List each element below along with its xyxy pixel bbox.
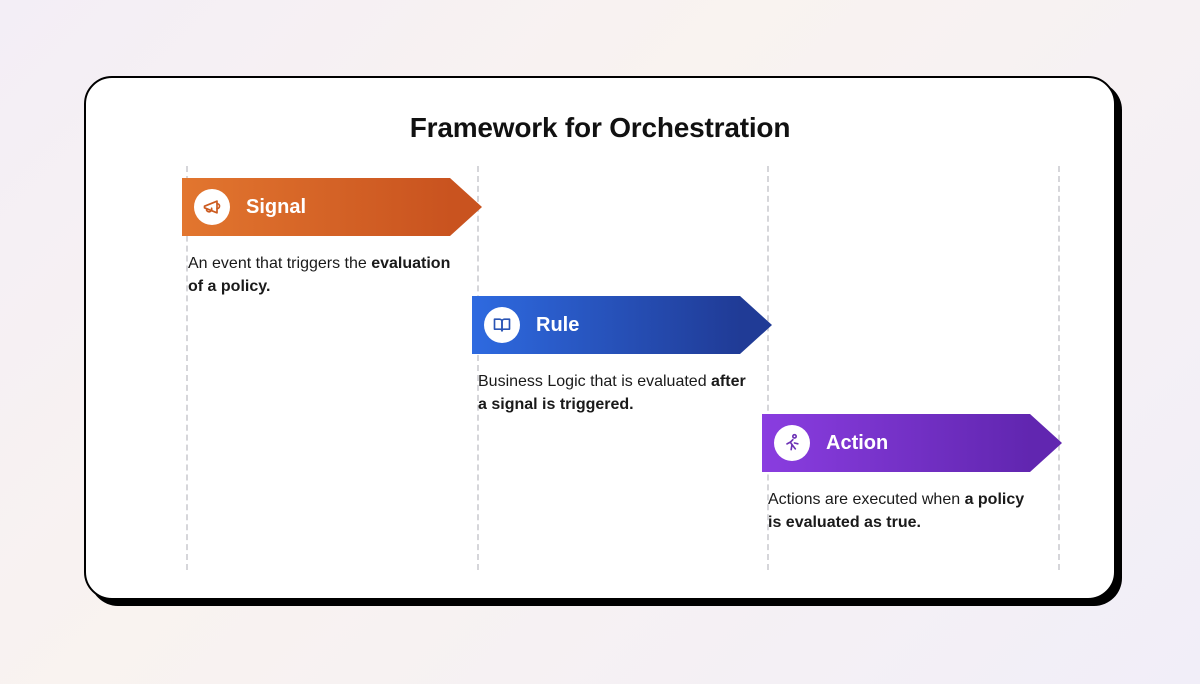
arrow-body-action: Action: [762, 414, 1030, 472]
divider-4: [1058, 166, 1060, 570]
card-title: Framework for Orchestration: [86, 112, 1114, 144]
runner-icon: [774, 425, 810, 461]
desc-rule-n1: Business Logic that is evaluated: [478, 373, 711, 390]
desc-action: Actions are executed when a policy is ev…: [762, 488, 1038, 534]
arrow-signal: Signal: [182, 178, 458, 236]
stage-action: Action Actions are executed when a polic…: [762, 414, 1038, 534]
stage-signal: Signal An event that triggers the evalua…: [182, 178, 458, 298]
arrow-head-signal: [450, 178, 482, 236]
arrow-body-rule: Rule: [472, 296, 740, 354]
desc-signal-n1: An event that triggers the: [188, 255, 371, 272]
desc-signal: An event that triggers the evaluation of…: [182, 252, 458, 298]
book-icon: [484, 307, 520, 343]
stage-rule: Rule Business Logic that is evaluated af…: [472, 296, 748, 416]
arrow-label-action: Action: [826, 432, 888, 455]
framework-card: Framework for Orchestration Signal An ev…: [84, 76, 1116, 600]
arrow-rule: Rule: [472, 296, 748, 354]
arrow-label-rule: Rule: [536, 314, 579, 337]
desc-rule: Business Logic that is evaluated after a…: [472, 370, 748, 416]
desc-action-n1: Actions are executed when: [768, 491, 965, 508]
megaphone-icon: [194, 189, 230, 225]
arrow-label-signal: Signal: [246, 196, 306, 219]
arrow-head-rule: [740, 296, 772, 354]
arrow-action: Action: [762, 414, 1038, 472]
arrow-head-action: [1030, 414, 1062, 472]
arrow-body-signal: Signal: [182, 178, 450, 236]
